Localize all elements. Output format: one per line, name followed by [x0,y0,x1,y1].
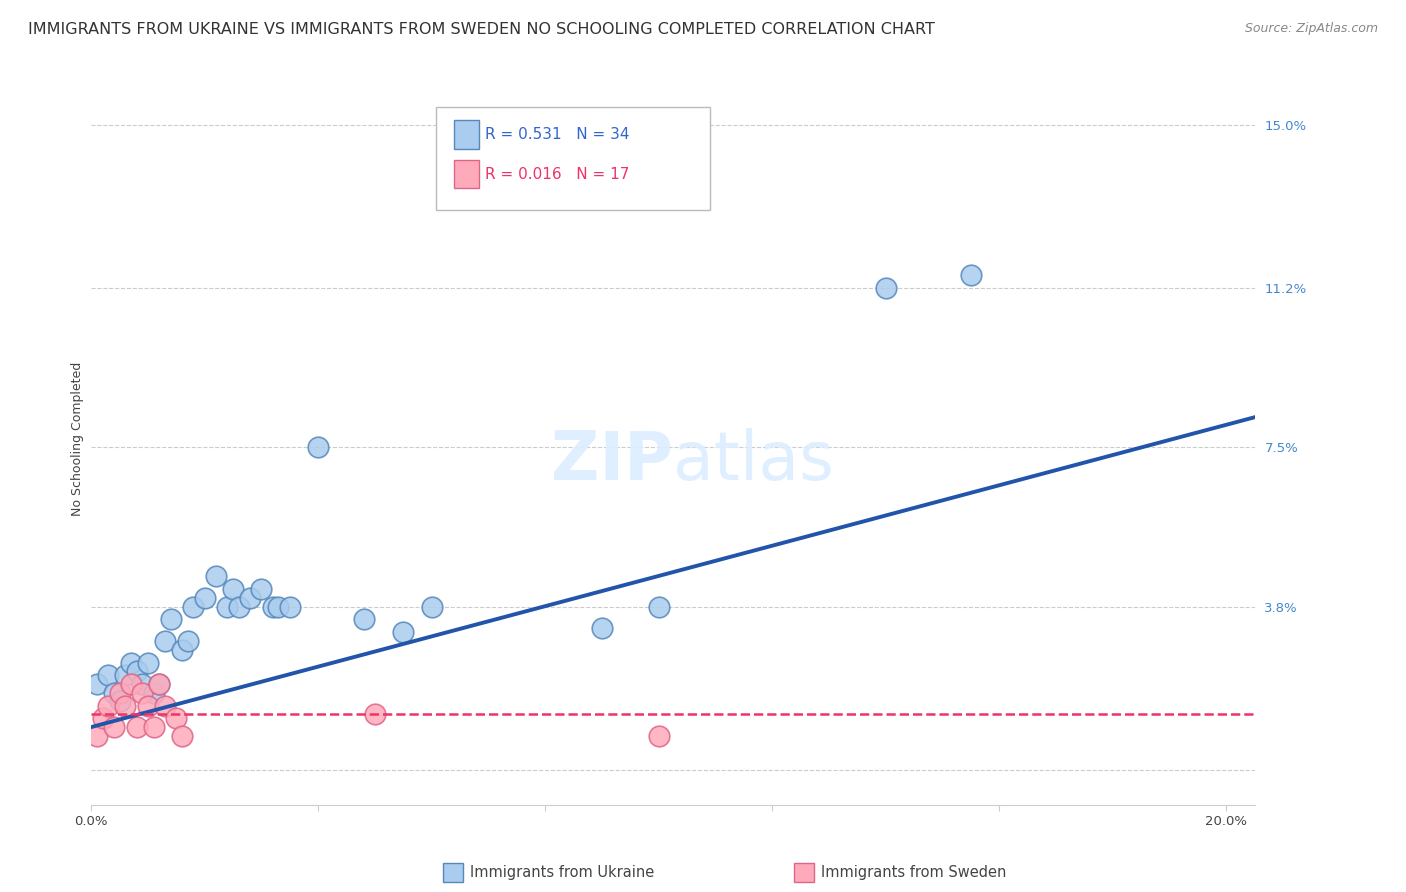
Point [176,634,198,648]
Point [222,582,245,597]
Point [307,441,329,455]
Point [114,668,136,682]
Text: Immigrants from Ukraine: Immigrants from Ukraine [470,865,654,880]
Point [114,698,136,713]
Point [228,599,250,614]
Text: atlas: atlas [673,427,834,493]
Point [120,677,142,691]
Point [392,625,415,640]
Point [875,281,897,295]
Point [136,656,159,670]
Text: R = 0.531   N = 34: R = 0.531 N = 34 [485,128,630,142]
Point [97,668,120,682]
Point [353,612,375,626]
Point [170,642,193,657]
Point [591,621,613,635]
Text: ZIP: ZIP [551,427,673,493]
Point [262,599,284,614]
Point [97,698,120,713]
Point [420,599,443,614]
Point [108,694,131,708]
Point [86,677,108,691]
Point [648,729,671,743]
Point [960,268,983,283]
Point [125,664,148,678]
Point [131,686,153,700]
Point [239,591,262,605]
Point [153,698,176,713]
Point [648,599,671,614]
Point [159,612,181,626]
Point [125,720,148,734]
Point [91,711,114,725]
Point [267,599,290,614]
Point [217,599,239,614]
Point [86,729,108,743]
Point [364,707,387,722]
Point [194,591,217,605]
Point [153,634,176,648]
Text: Source: ZipAtlas.com: Source: ZipAtlas.com [1244,22,1378,36]
Point [148,677,170,691]
Point [165,711,187,725]
Point [183,599,205,614]
Y-axis label: No Schooling Completed: No Schooling Completed [72,361,84,516]
Point [108,686,131,700]
Point [205,569,228,583]
Point [103,686,125,700]
Point [131,677,153,691]
Point [103,720,125,734]
Point [142,686,165,700]
Point [120,656,142,670]
Text: R = 0.016   N = 17: R = 0.016 N = 17 [485,167,630,182]
Point [250,582,273,597]
Text: Immigrants from Sweden: Immigrants from Sweden [821,865,1007,880]
Point [278,599,301,614]
Point [170,729,193,743]
Point [136,698,159,713]
Point [148,677,170,691]
Text: IMMIGRANTS FROM UKRAINE VS IMMIGRANTS FROM SWEDEN NO SCHOOLING COMPLETED CORRELA: IMMIGRANTS FROM UKRAINE VS IMMIGRANTS FR… [28,22,935,37]
Point [142,720,165,734]
